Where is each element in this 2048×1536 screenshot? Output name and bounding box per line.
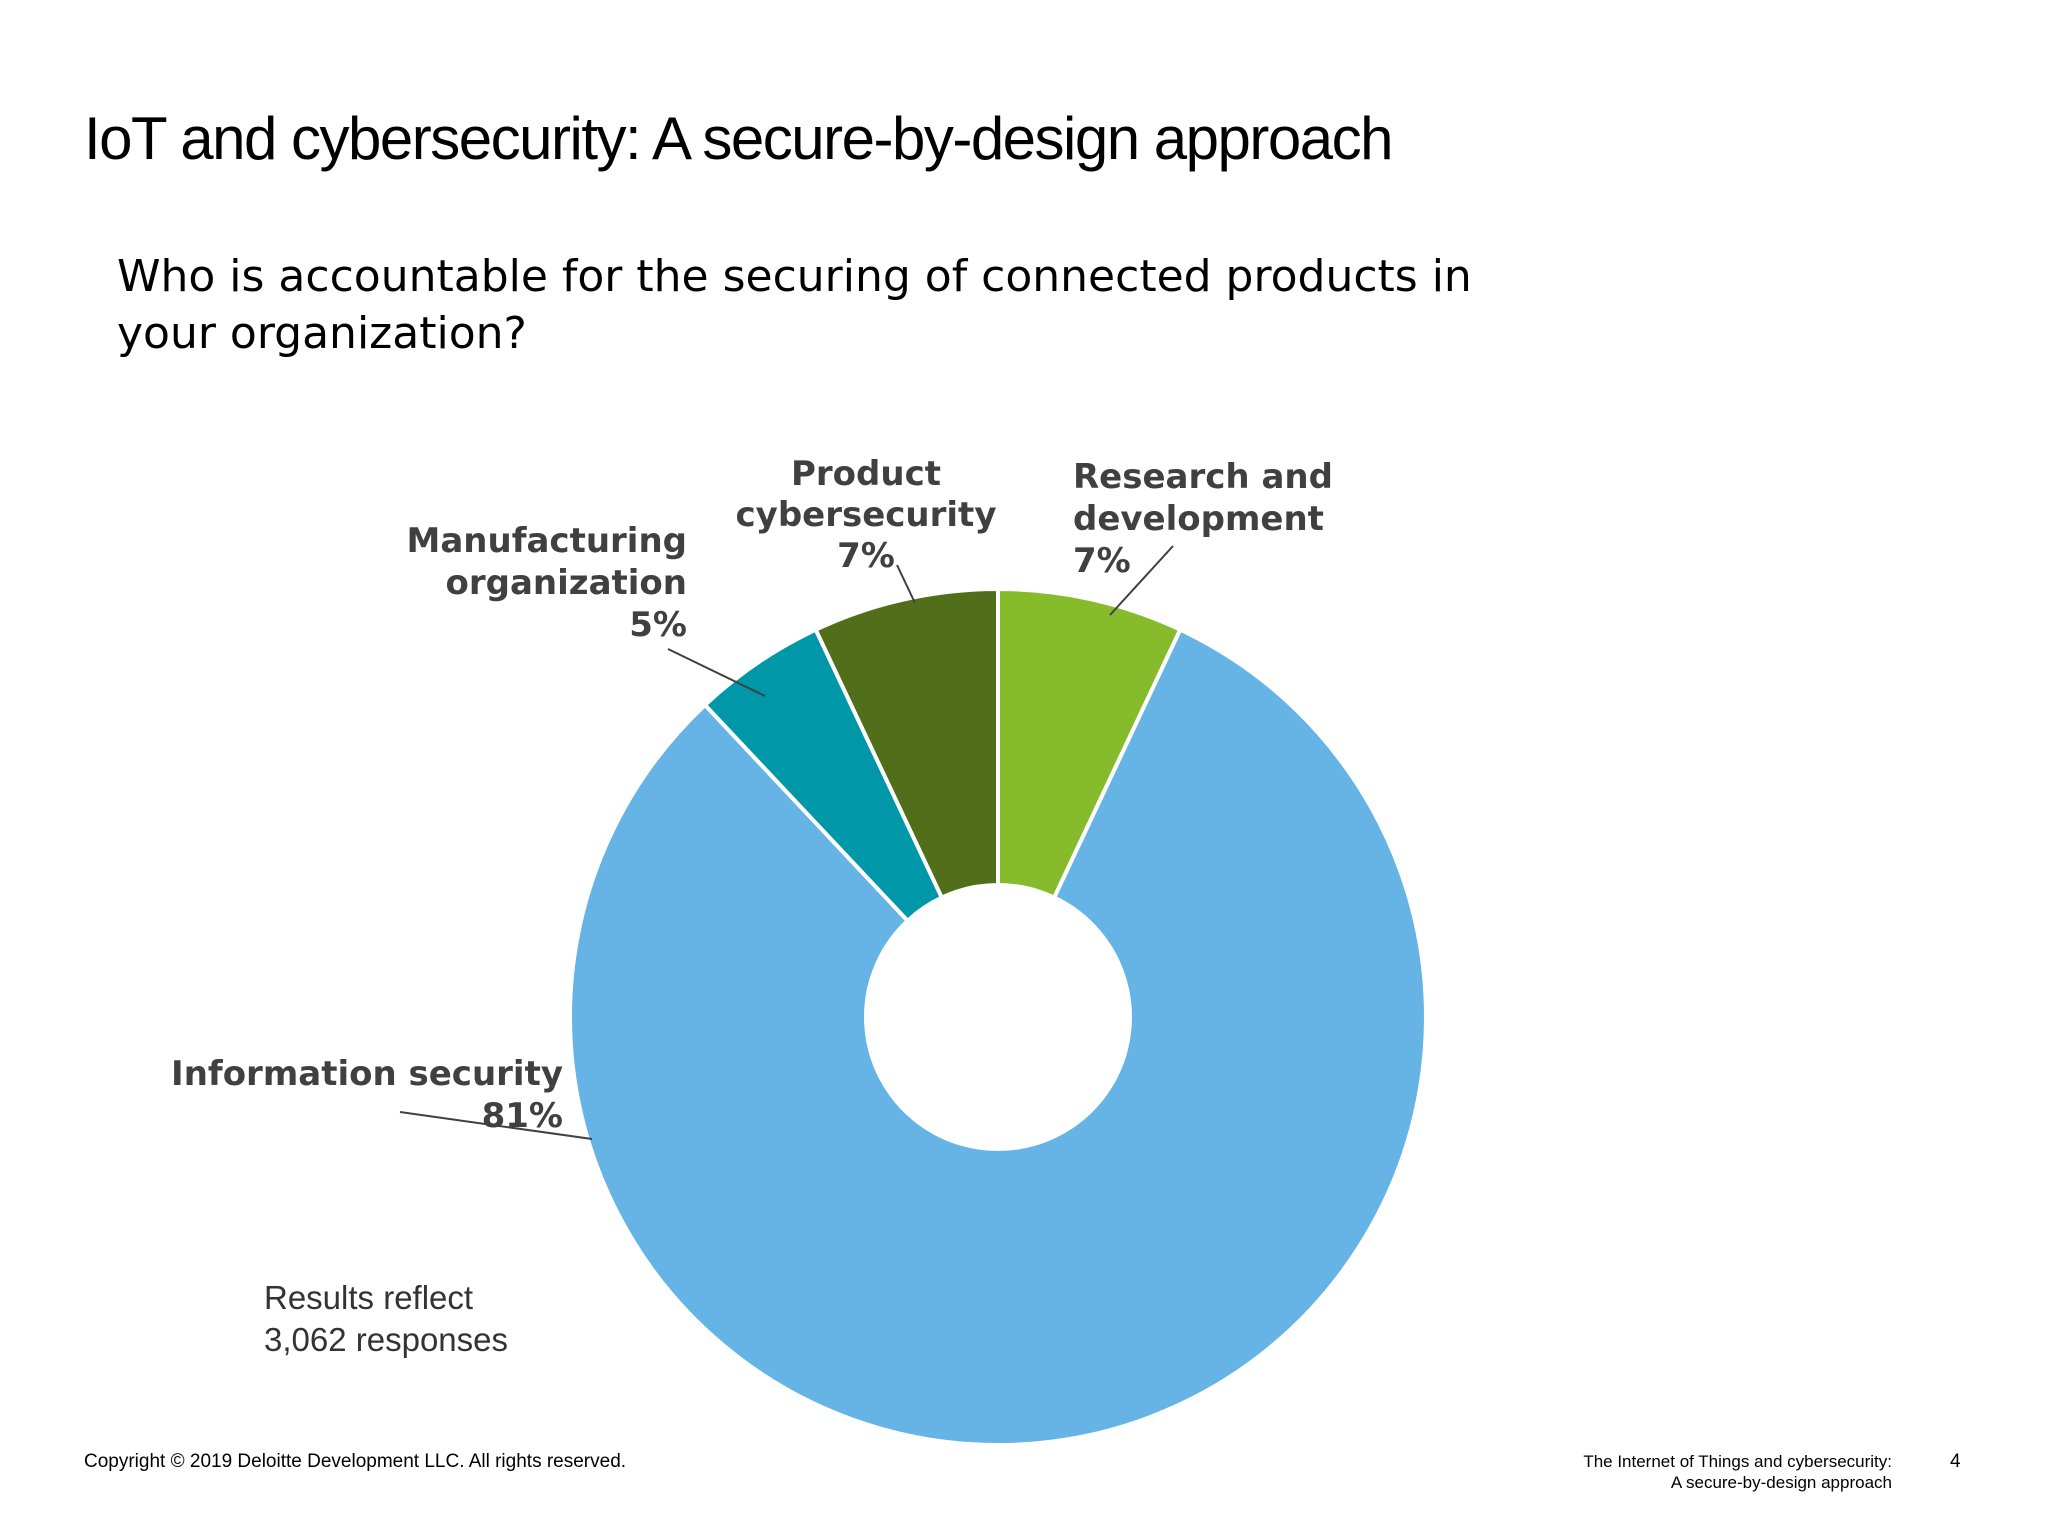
slice-label-line: cybersecurity bbox=[736, 495, 997, 535]
response-note: Results reflect 3,062 responses bbox=[264, 1277, 508, 1361]
slice-label: Manufacturing organization 5% bbox=[407, 521, 688, 645]
donut-slice bbox=[568, 627, 1428, 1447]
question-line-2: your organization? bbox=[117, 308, 527, 359]
document-title-line-2: A secure-by-design approach bbox=[1670, 1473, 1892, 1492]
slice-label-line: 7% bbox=[1073, 541, 1131, 581]
slice-label-line: 5% bbox=[629, 605, 687, 645]
leader-line bbox=[399, 1111, 593, 1140]
leader-line bbox=[667, 648, 766, 697]
slice-label-line: 81% bbox=[482, 1096, 563, 1136]
slice-label-line: 7% bbox=[837, 536, 895, 576]
slice-label-line: organization bbox=[446, 563, 687, 603]
note-line-1: Results reflect bbox=[264, 1279, 474, 1316]
slide-title: IoT and cybersecurity: A secure-by-desig… bbox=[84, 105, 1394, 172]
leader-line bbox=[1109, 545, 1174, 616]
copyright-footer: Copyright © 2019 Deloitte Development LL… bbox=[84, 1451, 627, 1472]
donut-slice bbox=[813, 586, 1000, 901]
slice-label-line: Product bbox=[791, 454, 941, 494]
slice-label: Research and development 7% bbox=[1073, 457, 1333, 581]
slice-label-line: development bbox=[1073, 499, 1324, 539]
document-title-line-1: The Internet of Things and cybersecurity… bbox=[1583, 1452, 1892, 1471]
leader-line bbox=[896, 564, 916, 604]
page-number: 4 bbox=[1950, 1451, 1961, 1472]
question-line-1: Who is accountable for the securing of c… bbox=[117, 251, 1472, 302]
slice-label-line: Research and bbox=[1073, 457, 1333, 497]
document-title-footer: The Internet of Things and cybersecurity… bbox=[1583, 1451, 1892, 1493]
slice-label-line: Information security bbox=[171, 1054, 563, 1094]
slice-label: Product cybersecurity 7% bbox=[736, 454, 997, 576]
note-line-2: 3,062 responses bbox=[264, 1321, 509, 1358]
slice-label: Information security 81% bbox=[171, 1054, 563, 1136]
slice-label-line: Manufacturing bbox=[407, 521, 688, 561]
survey-question: Who is accountable for the securing of c… bbox=[117, 248, 1617, 362]
